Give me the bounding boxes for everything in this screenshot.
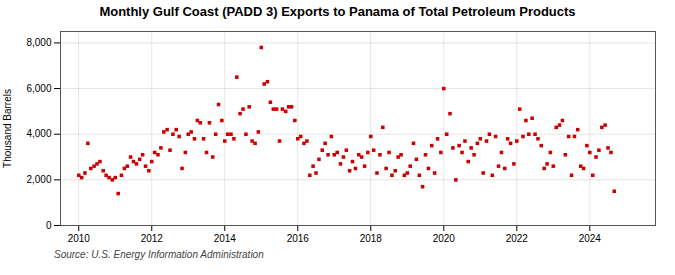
svg-text:2016: 2016 <box>287 233 310 244</box>
svg-text:2022: 2022 <box>506 233 529 244</box>
html-text:Source: U.S. Energy Informatio: Source: U.S. Energy Information Administ… <box>54 249 264 260</box>
svg-text:Thousand Barrels: Thousand Barrels <box>2 89 13 168</box>
svg-text:0: 0 <box>46 220 52 231</box>
svg-text:2014: 2014 <box>214 233 237 244</box>
svg-text:2012: 2012 <box>141 233 164 244</box>
svg-text:2020: 2020 <box>433 233 456 244</box>
svg-text:2024: 2024 <box>579 233 602 244</box>
svg-text:2,000: 2,000 <box>26 174 51 185</box>
html-text:Monthly Gulf Coast (PADD 3) Ex: Monthly Gulf Coast (PADD 3) Exports to P… <box>99 4 576 19</box>
svg-text:4,000: 4,000 <box>26 128 51 139</box>
svg-text:2018: 2018 <box>360 233 383 244</box>
svg-text:2010: 2010 <box>68 233 91 244</box>
svg-text:8,000: 8,000 <box>26 37 51 48</box>
svg-text:6,000: 6,000 <box>26 83 51 94</box>
